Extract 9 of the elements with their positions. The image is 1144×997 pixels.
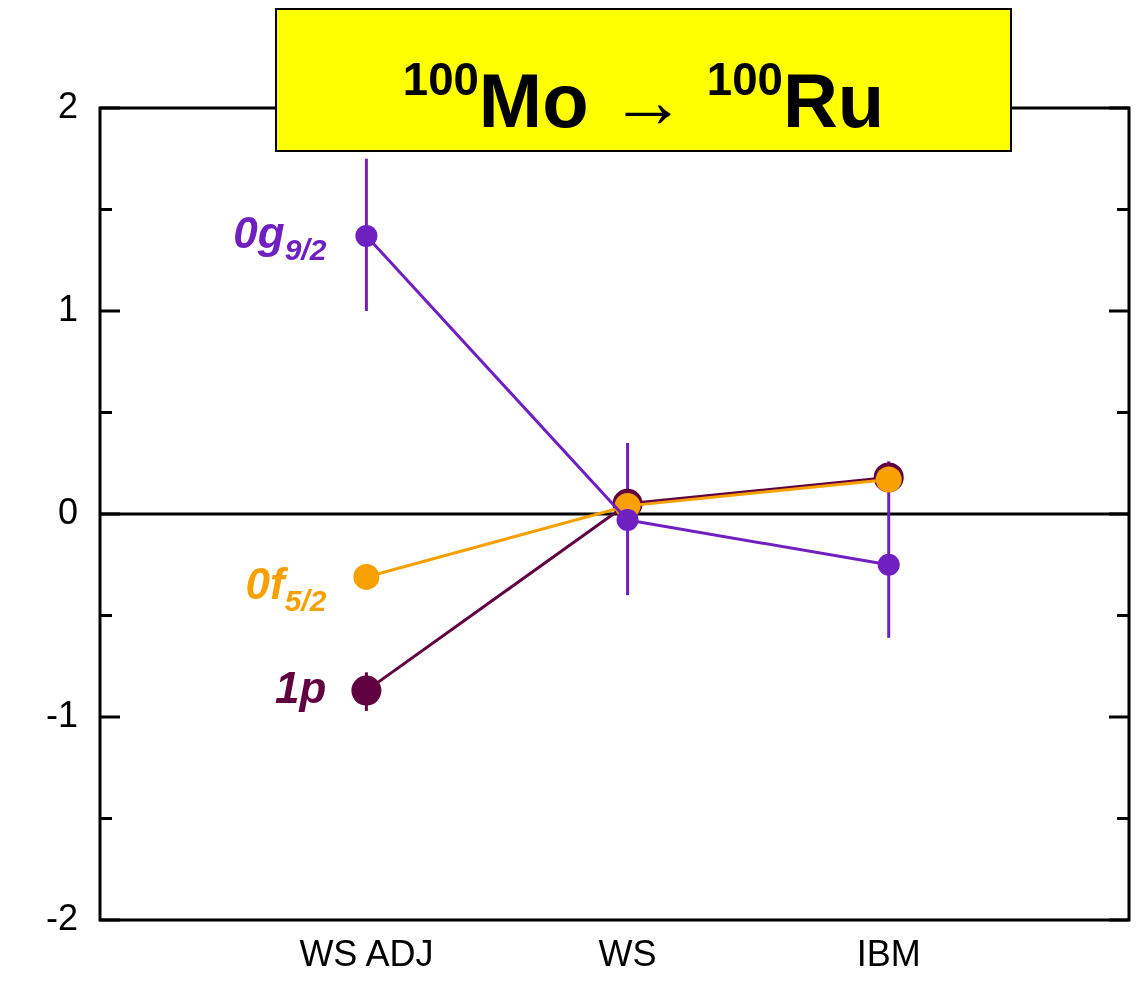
x-tick-label: WS <box>598 932 657 974</box>
y-tick-label: -1 <box>45 693 78 735</box>
series-label: 1p <box>275 662 327 712</box>
x-tick-label: IBM <box>856 932 921 974</box>
y-tick-label: -2 <box>45 896 78 938</box>
y-tick-label: 1 <box>57 287 78 329</box>
y-tick-label: 2 <box>57 84 78 126</box>
y-tick-label: 0 <box>57 490 78 532</box>
x-tick-label: WS ADJ <box>299 932 434 974</box>
